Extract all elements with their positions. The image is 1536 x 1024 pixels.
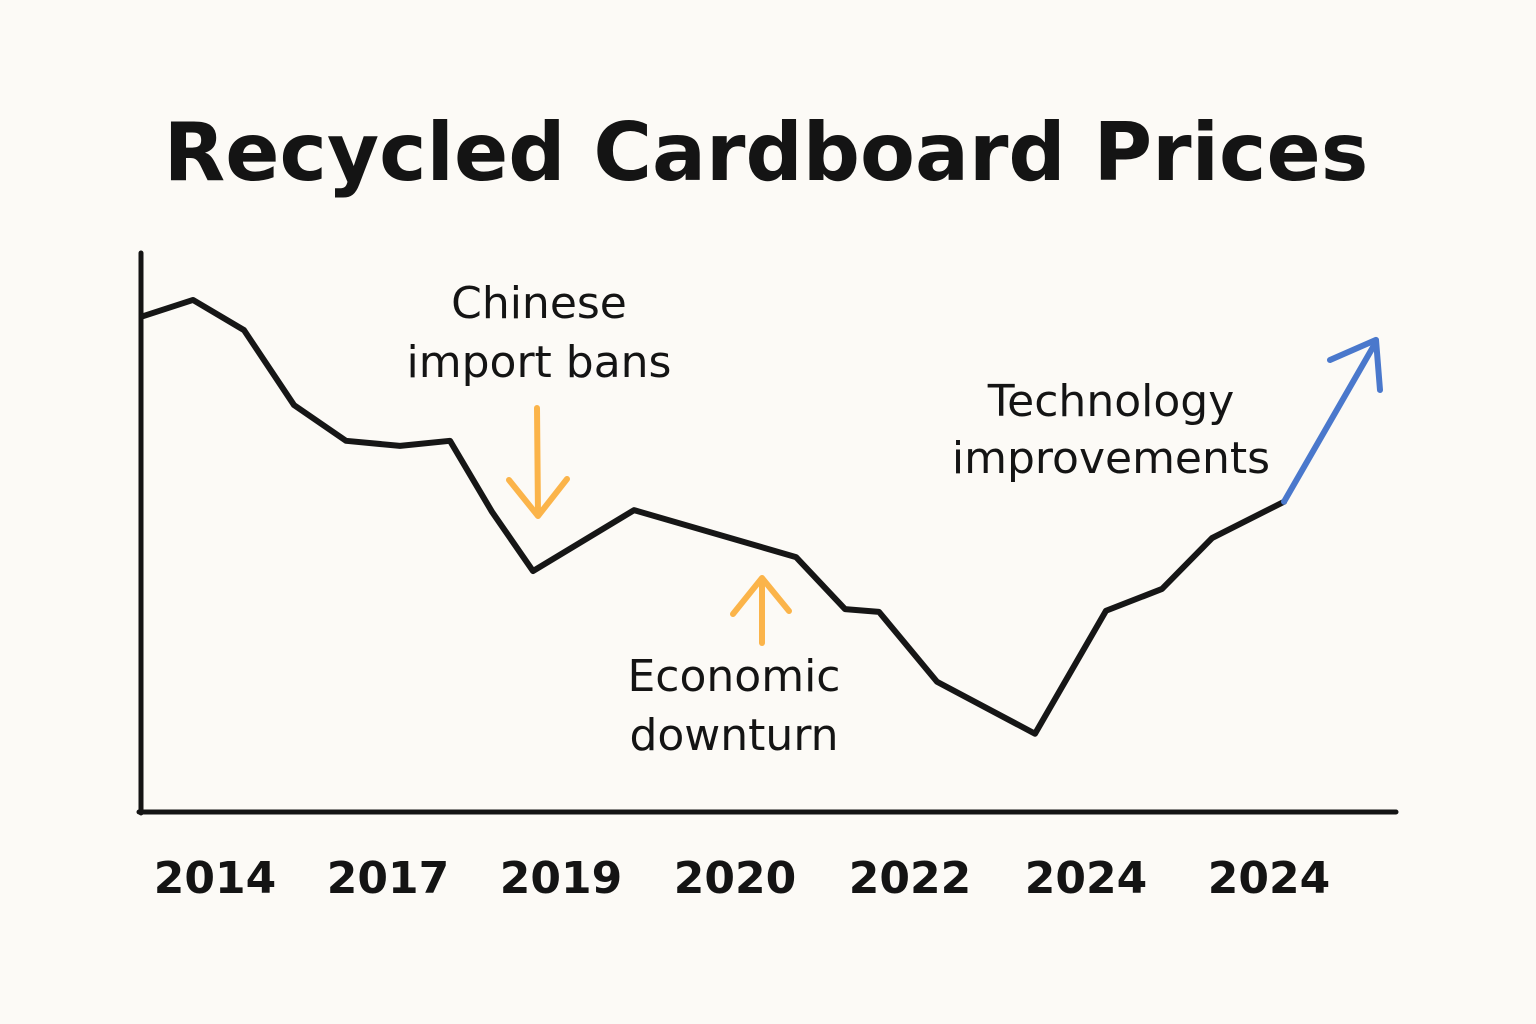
x-tick-label: 2017 xyxy=(327,853,449,904)
trend-arrow-line xyxy=(1281,338,1379,505)
trend-arrow-head xyxy=(1327,336,1383,393)
annotation-label: import bans xyxy=(407,337,672,388)
annotation-label: improvements xyxy=(952,433,1270,484)
annotation-label: Economic xyxy=(628,651,841,702)
x-tick-label: 2019 xyxy=(500,853,622,904)
x-tick-label: 2022 xyxy=(849,853,971,904)
down-arrow-icon xyxy=(534,405,541,518)
chart-title: Recycled Cardboard Prices xyxy=(164,106,1369,199)
x-tick-label: 2014 xyxy=(154,853,276,904)
up-arrow-head xyxy=(730,575,792,617)
annotation-label: Technology xyxy=(987,376,1234,427)
annotation-label: Chinese xyxy=(451,278,627,329)
x-tick-label: 2020 xyxy=(674,853,796,904)
x-tick-label: 2024 xyxy=(1025,853,1147,904)
down-arrow-head xyxy=(506,476,570,519)
x-tick-label: 2024 xyxy=(1208,853,1330,904)
annotation-label: downturn xyxy=(629,710,838,761)
